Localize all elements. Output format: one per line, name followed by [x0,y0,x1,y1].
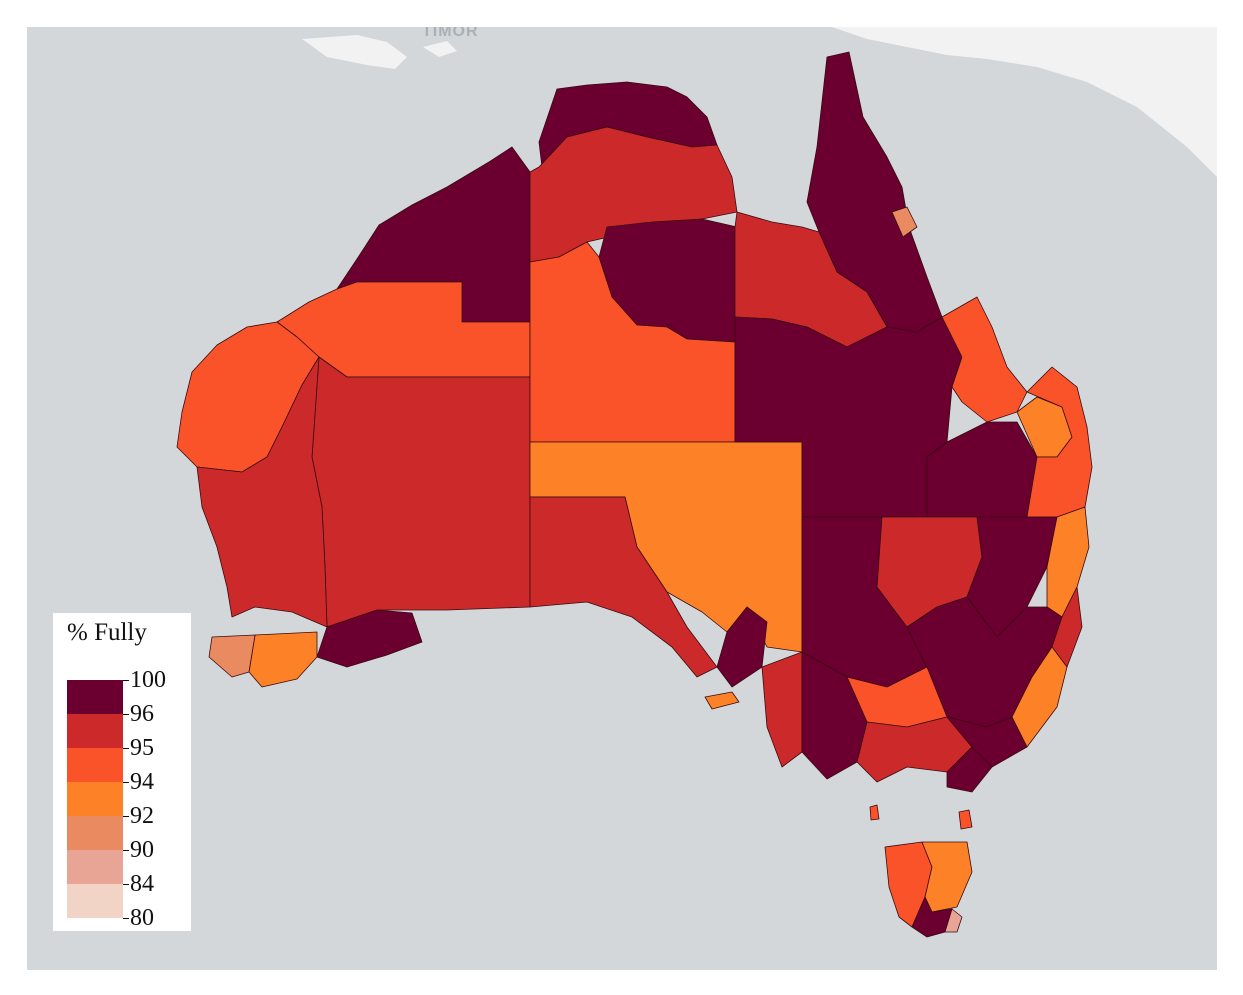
region-wa-esperance[interactable] [316,609,423,668]
legend-tick-label: 96 [130,701,154,727]
legend-swatch-96-100 [67,680,123,714]
region-sa-kangaroo-island[interactable] [704,691,740,710]
region-nsw-hunter[interactable] [1051,586,1083,668]
legend-tick-label: 92 [130,803,154,829]
legend-tick-label: 84 [130,871,154,897]
legend-tick-label: 100 [130,667,166,693]
legend-tick-label: 90 [130,837,154,863]
legend: % Fully 100 96 95 94 92 90 84 80 [53,613,191,931]
legend-tick-mark [123,782,129,783]
place-label-timor: TIMOR [422,27,479,40]
legend-tick-mark [123,748,129,749]
region-wa-peel[interactable] [208,634,256,678]
legend-tick-mark [123,884,129,885]
legend-title: % Fully [67,619,147,646]
region-tas-east[interactable] [921,841,973,913]
region-wa-goldfields[interactable] [311,356,531,628]
region-tas-south[interactable] [944,908,963,933]
timor-land [302,35,457,69]
region-sa-southeast[interactable] [761,651,803,768]
legend-swatch-80-84 [67,884,123,918]
legend-swatch-92-94 [67,782,123,816]
region-tas-flinders[interactable] [958,809,973,830]
legend-tick-label: 95 [130,735,154,761]
legend-swatch-95-96 [67,714,123,748]
region-tas-king-island[interactable] [869,804,880,821]
legend-tick-mark [123,816,129,817]
legend-tick-label: 80 [130,905,154,931]
legend-tick-mark [123,714,129,715]
legend-tick-mark [123,850,129,851]
legend-swatch-94-95 [67,748,123,782]
region-wa-midwest[interactable] [196,356,328,628]
region-qld-cairns[interactable] [891,206,918,238]
choropleth-map[interactable]: TIMOR [27,27,1217,970]
region-sa-west[interactable] [529,496,718,678]
legend-swatch-84-90 [67,850,123,884]
map-canvas [176,27,1217,938]
legend-swatch-90-92 [67,816,123,850]
legend-tick-mark [123,918,129,919]
legend-tick-mark [123,680,129,681]
new-guinea-land [832,27,1217,177]
region-wa-southwest[interactable] [248,631,318,688]
legend-tick-label: 94 [130,769,154,795]
region-vic-gippsland[interactable] [946,746,993,793]
